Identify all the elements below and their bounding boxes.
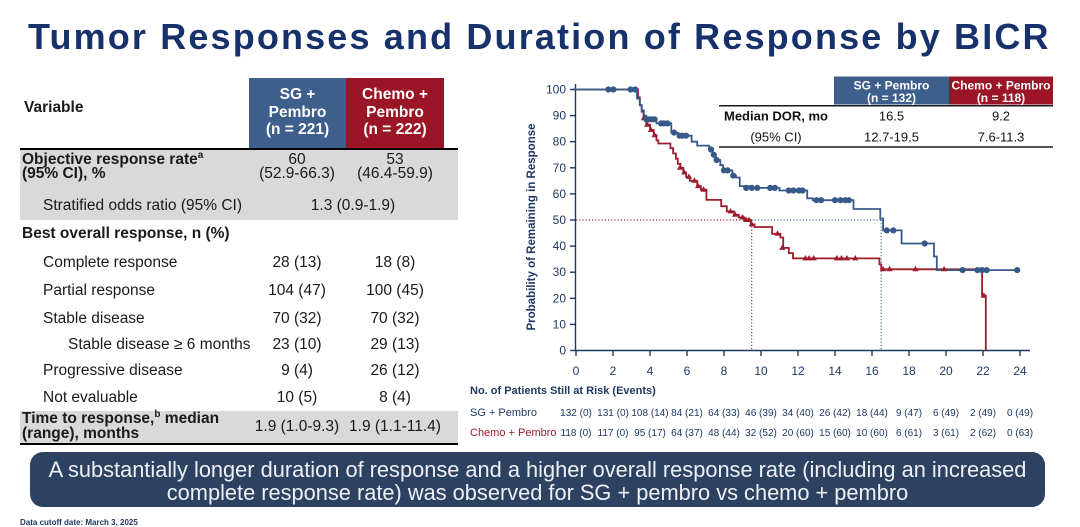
- svg-text:132 (0): 132 (0): [560, 408, 592, 419]
- svg-text:SG + Pembro: SG + Pembro: [854, 79, 930, 93]
- svg-text:4: 4: [647, 364, 654, 378]
- svg-text:0 (49): 0 (49): [1007, 408, 1033, 419]
- svg-text:12.7-19.5: 12.7-19.5: [864, 130, 919, 145]
- svg-text:22: 22: [976, 364, 990, 378]
- svg-text:24: 24: [1013, 364, 1027, 378]
- svg-text:48 (44): 48 (44): [708, 428, 740, 439]
- svg-text:(n = 132): (n = 132): [867, 91, 916, 105]
- svg-text:84 (21): 84 (21): [671, 408, 703, 419]
- svg-text:0: 0: [573, 364, 580, 378]
- svg-text:64 (33): 64 (33): [708, 408, 740, 419]
- svg-text:0: 0: [559, 344, 566, 358]
- svg-text:12: 12: [791, 364, 805, 378]
- svg-text:32 (52): 32 (52): [745, 428, 777, 439]
- svg-text:9.2: 9.2: [992, 109, 1010, 124]
- svg-text:18 (44): 18 (44): [856, 408, 888, 419]
- svg-text:10: 10: [553, 317, 567, 331]
- svg-text:50: 50: [553, 213, 567, 227]
- svg-text:46 (39): 46 (39): [745, 408, 777, 419]
- svg-text:SG + Pembro: SG + Pembro: [470, 407, 537, 419]
- svg-text:Median DOR, mo: Median DOR, mo: [724, 109, 828, 124]
- svg-text:3 (61): 3 (61): [933, 428, 959, 439]
- svg-text:108 (14): 108 (14): [631, 408, 668, 419]
- svg-text:16: 16: [865, 364, 879, 378]
- svg-text:10 (60): 10 (60): [856, 428, 888, 439]
- svg-text:20: 20: [939, 364, 953, 378]
- svg-text:6: 6: [684, 364, 691, 378]
- svg-text:70: 70: [553, 161, 567, 175]
- svg-text:No. of Patients Still at Risk: No. of Patients Still at Risk (Events): [470, 385, 656, 397]
- svg-text:(n = 118): (n = 118): [977, 91, 1025, 105]
- svg-text:131 (0): 131 (0): [597, 408, 629, 419]
- svg-text:80: 80: [553, 135, 567, 149]
- svg-text:Chemo + Pembro: Chemo + Pembro: [470, 427, 557, 439]
- svg-text:14: 14: [828, 364, 842, 378]
- svg-text:34 (40): 34 (40): [782, 408, 814, 419]
- svg-text:9 (47): 9 (47): [896, 408, 922, 419]
- svg-text:Chemo + Pembro: Chemo + Pembro: [951, 79, 1050, 93]
- svg-text:40: 40: [553, 239, 567, 253]
- svg-text:2: 2: [610, 364, 617, 378]
- svg-text:10: 10: [754, 364, 768, 378]
- svg-text:90: 90: [553, 109, 567, 123]
- svg-text:20: 20: [553, 291, 567, 305]
- svg-text:(95% CI): (95% CI): [750, 130, 801, 145]
- svg-text:30: 30: [553, 265, 567, 279]
- svg-text:Probability of Remaining in Re: Probability of Remaining in Response: [526, 123, 538, 330]
- svg-text:26 (42): 26 (42): [819, 408, 851, 419]
- svg-text:0 (63): 0 (63): [1007, 428, 1033, 439]
- svg-text:118 (0): 118 (0): [561, 428, 592, 439]
- svg-text:20 (60): 20 (60): [782, 428, 814, 439]
- svg-text:60: 60: [553, 187, 567, 201]
- svg-text:100: 100: [546, 83, 566, 97]
- svg-text:2 (62): 2 (62): [970, 428, 996, 439]
- svg-text:95 (17): 95 (17): [634, 428, 666, 439]
- svg-text:6 (61): 6 (61): [896, 428, 922, 439]
- svg-text:18: 18: [902, 364, 916, 378]
- svg-text:16.5: 16.5: [879, 109, 904, 124]
- svg-text:8: 8: [721, 364, 728, 378]
- svg-text:117 (0): 117 (0): [598, 428, 629, 439]
- svg-text:7.6-11.3: 7.6-11.3: [978, 130, 1025, 145]
- svg-text:6 (49): 6 (49): [933, 408, 959, 419]
- svg-text:64 (37): 64 (37): [671, 428, 703, 439]
- svg-text:15 (60): 15 (60): [819, 428, 851, 439]
- svg-text:2 (49): 2 (49): [970, 408, 996, 419]
